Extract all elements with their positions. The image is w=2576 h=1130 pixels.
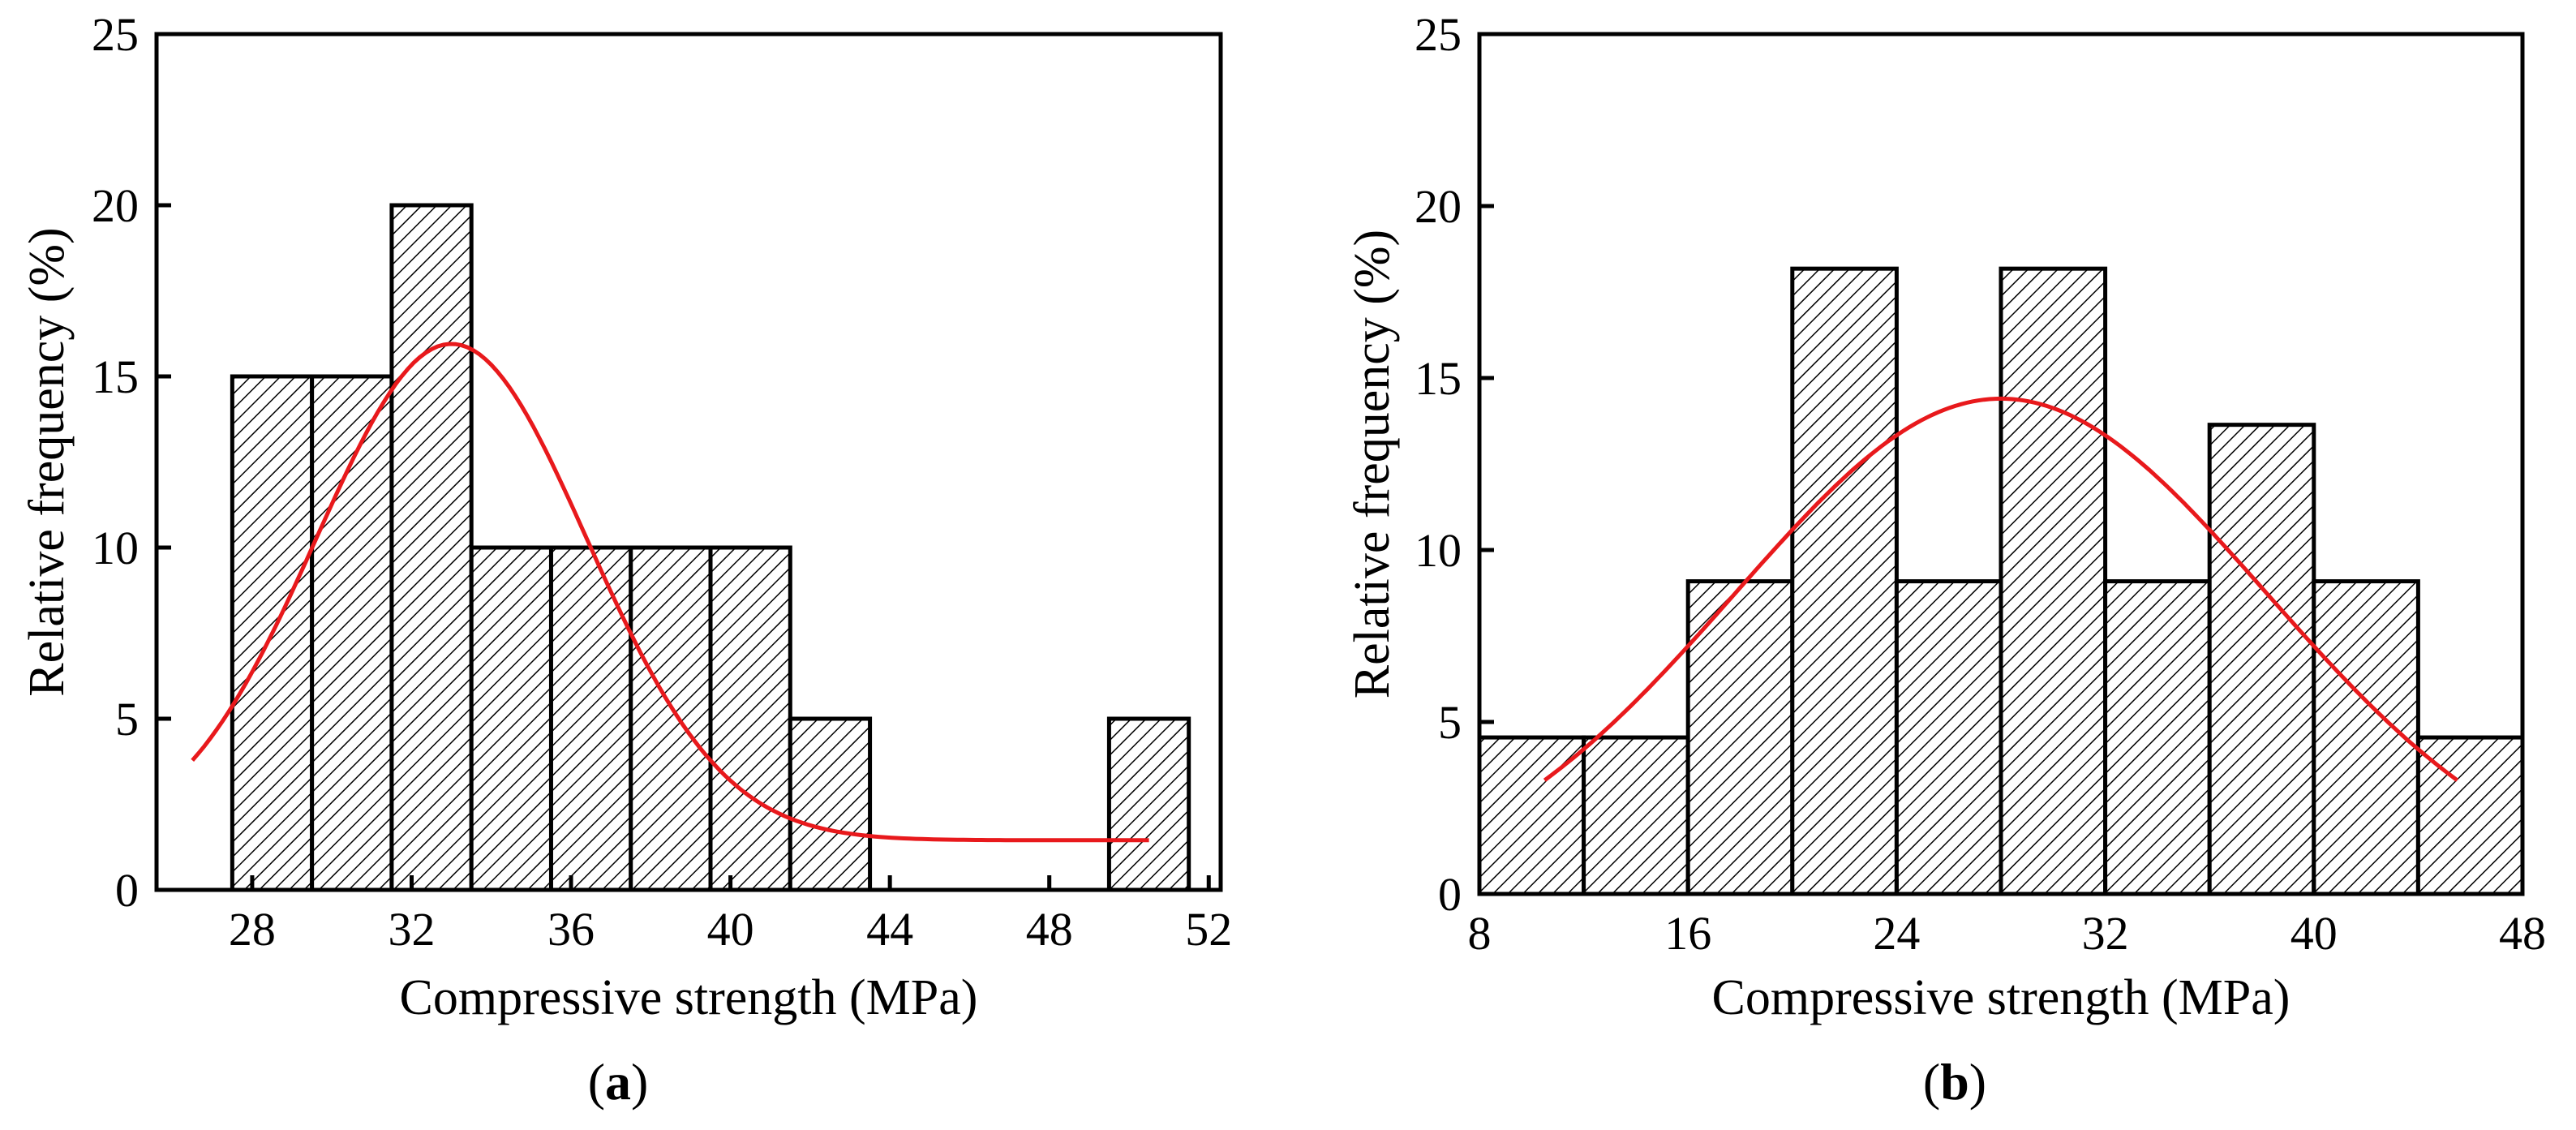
x-tick-label-b-24: 24	[1873, 907, 1920, 960]
y-tick-label-a-15: 15	[92, 350, 139, 403]
y-tick-label-a-10: 10	[92, 522, 139, 574]
bar-a-5	[629, 545, 713, 892]
bar-b-4	[1894, 579, 2003, 896]
x-axis-label-b: Compressive strength (MPa)	[1712, 970, 2290, 1025]
fit-curve-a	[191, 342, 1149, 843]
x-tick-label-b-32: 32	[2082, 907, 2129, 960]
bar-group-a	[230, 203, 1191, 892]
y-tick-label-b-25: 25	[1415, 8, 1462, 61]
fit-curve-group-a	[191, 342, 1149, 843]
bar-a-8	[1106, 716, 1191, 892]
bar-a-3	[469, 545, 553, 892]
x-tick-label-a-48: 48	[1026, 903, 1073, 956]
bar-b-5	[1999, 266, 2108, 896]
y-tick-label-a-25: 25	[92, 8, 139, 61]
bar-a-7	[788, 716, 873, 892]
bar-a-1	[310, 374, 394, 892]
x-axis-a: 28 32 36 40 44 48 52	[229, 875, 1232, 956]
x-tick-label-a-36: 36	[547, 903, 595, 956]
x-axis-label-a: Compressive strength (MPa)	[400, 970, 978, 1025]
y-axis-label-a: Relative frequency (%)	[19, 227, 75, 696]
y-tick-label-b-20: 20	[1415, 180, 1462, 233]
x-tick-label-b-8: 8	[1468, 907, 1492, 960]
bar-a-2	[389, 203, 474, 892]
bar-group-b	[1477, 266, 2525, 896]
x-tick-label-a-52: 52	[1185, 903, 1232, 956]
y-axis-a: 0 5 10 15 20 25	[92, 8, 171, 917]
plot-frame-a	[154, 32, 1223, 892]
chart-panel-b: 8 16 24 32 40 48 0 5 10 15 20 25 Compressive stren…	[1345, 8, 2546, 1111]
panel-label-a: (a)	[588, 1053, 649, 1111]
bar-b-1	[1582, 735, 1690, 896]
x-axis-b: 8 16 24 32 40 48	[1468, 879, 2546, 960]
y-axis-label-b: Relative frequency (%)	[1345, 230, 1400, 698]
bar-a-4	[548, 545, 633, 892]
x-tick-label-b-40: 40	[2290, 907, 2338, 960]
y-tick-label-a-0: 0	[115, 864, 139, 917]
panel-label-b: (b)	[1923, 1053, 1986, 1111]
y-tick-label-a-20: 20	[92, 179, 139, 232]
fit-curve-b	[1543, 396, 2459, 782]
y-axis-b: 0 5 10 15 20 25	[1415, 8, 1494, 921]
y-tick-label-b-0: 0	[1438, 868, 1462, 921]
y-tick-label-b-10: 10	[1415, 524, 1462, 577]
y-tick-label-b-5: 5	[1438, 696, 1462, 749]
x-tick-label-a-40: 40	[707, 903, 754, 956]
x-tick-label-a-44: 44	[866, 903, 913, 956]
y-tick-label-a-5: 5	[115, 693, 139, 745]
x-tick-label-b-48: 48	[2499, 907, 2546, 960]
x-tick-label-a-28: 28	[229, 903, 276, 956]
bar-a-6	[708, 545, 792, 892]
plot-frame-b	[1477, 32, 2525, 896]
y-tick-label-b-15: 15	[1415, 352, 1462, 405]
x-tick-label-b-16: 16	[1664, 907, 1711, 960]
chart-panel-a: 28 32 36 40 44 48 52 0 5 10 15 20 25 Compressive st…	[19, 8, 1232, 1111]
bar-b-3	[1790, 266, 1899, 896]
fit-curve-group-b	[1543, 396, 2459, 782]
x-tick-label-a-32: 32	[388, 903, 435, 956]
bar-b-7	[2207, 423, 2316, 896]
bar-b-6	[2103, 579, 2212, 896]
bar-b-2	[1685, 579, 1795, 896]
